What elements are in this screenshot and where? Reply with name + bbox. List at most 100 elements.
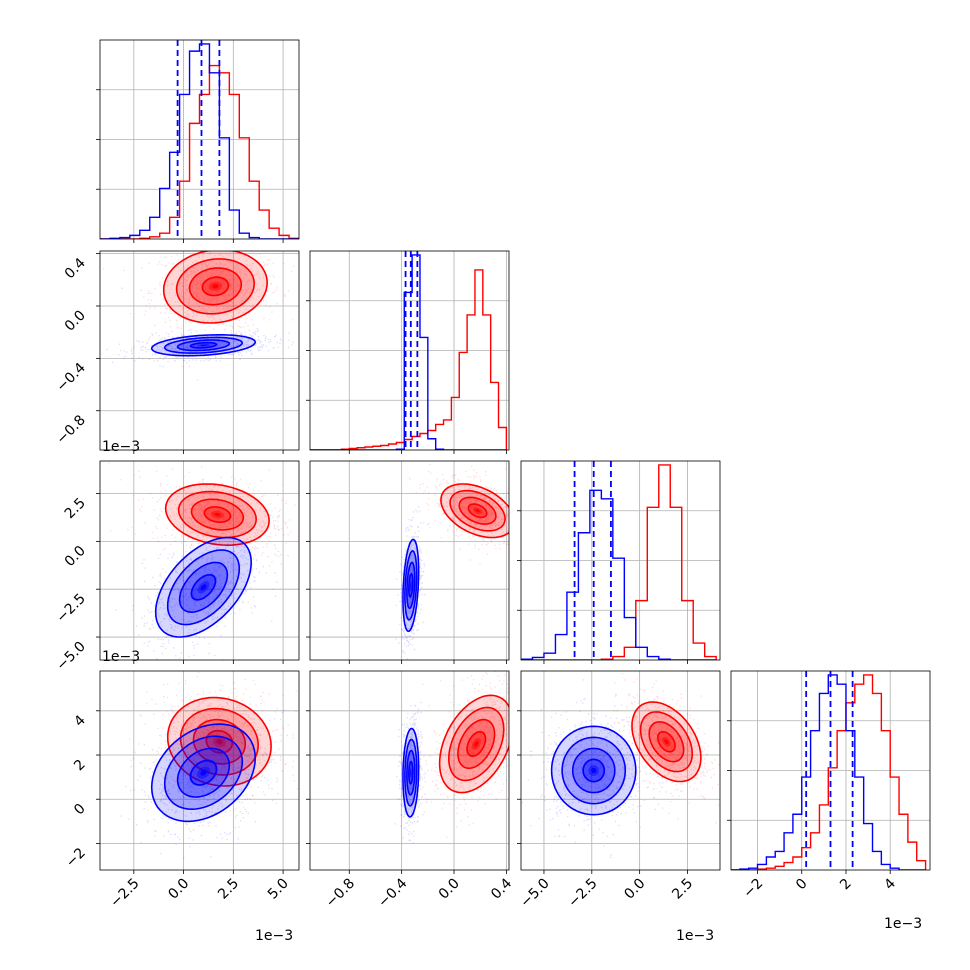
hist-blue-1 [310, 254, 507, 450]
diag-hist-group-2 [521, 461, 717, 660]
diag-panel-3 [727, 670, 931, 874]
hist-blue-3 [731, 674, 926, 870]
density-red-1-2-0 [440, 484, 509, 538]
density-peak-red-0-3 [216, 739, 223, 745]
contour-blue-0-2-2 [178, 561, 229, 614]
contour-blue-2-3-3 [582, 758, 605, 783]
hist-red-3 [731, 674, 927, 870]
pair-content-0-3 [100, 671, 299, 870]
contour-red-0-1-0 [162, 251, 269, 324]
pair-frame-0-3 [99, 670, 300, 871]
density-peak-blue-0-3 [200, 769, 207, 776]
contour-red-0-2-2 [190, 498, 245, 531]
pair-bg-0-3 [100, 671, 299, 870]
hist-red-1 [310, 269, 508, 450]
pair-content-1-3 [310, 671, 509, 870]
contour-blue-1-3-3 [407, 760, 414, 785]
contour-red-1-2-0 [440, 483, 509, 539]
pair-frame-0-2 [99, 460, 300, 661]
density-peak-red-1-2 [475, 509, 480, 513]
pair-panel-0-1 [96, 250, 300, 454]
contour-red-0-1-1 [175, 258, 256, 315]
density-peak-blue-1-3 [410, 770, 412, 776]
diag-panel-0 [96, 39, 300, 243]
diag-panel-2 [517, 460, 721, 664]
contour-blue-1-2-3 [407, 573, 414, 598]
contour-blue-0-3-1 [163, 735, 244, 811]
contour-blue-1-3-1 [404, 738, 418, 807]
pair-frame-0-1 [99, 250, 300, 451]
diag-panel-1 [306, 250, 510, 454]
hist-red-0 [100, 64, 299, 239]
contour-blue-0-2-3 [190, 574, 217, 601]
contour-red-1-3-1 [447, 706, 505, 782]
scatter-blue-0-2 [115, 485, 289, 660]
contour-red-1-2-1 [449, 489, 506, 532]
contour-blue-0-1-0 [150, 334, 257, 357]
contour-red-0-1-3 [201, 276, 230, 297]
density-peak-red-1-3 [474, 741, 479, 747]
contour-blue-0-3-2 [176, 747, 231, 798]
pair-panel-0-3 [96, 670, 300, 874]
density-peak-blue-1-2 [410, 582, 412, 589]
contour-blue-0-3-0 [150, 723, 257, 823]
pair-content-1-2 [310, 461, 509, 660]
contour-red-1-3-3 [466, 731, 487, 757]
contour-blue-1-2-2 [406, 561, 416, 610]
contour-red-1-3-2 [457, 718, 496, 770]
pair-content-0-1 [100, 251, 299, 450]
y-exponent-label-row2: 1e−3 [102, 649, 140, 665]
panels-layer: −0.8−0.40.00.41e−3−5.0−2.50.02.51e−3−202… [53, 39, 931, 944]
contour-blue-0-3-3 [189, 759, 218, 786]
x-exponent-label-col0: 1e−3 [255, 928, 293, 944]
contour-red-0-1-2 [188, 267, 243, 306]
contour-red-2-3-2 [648, 721, 685, 763]
x-exponent-label-col3: 1e−3 [884, 916, 922, 932]
hist-blue-2 [521, 489, 717, 660]
contour-blue-0-1-3 [189, 341, 218, 349]
contour-red-2-3-0 [631, 701, 702, 783]
hist-red-2 [521, 464, 717, 660]
scatter-blue-1-3 [394, 701, 427, 844]
contour-blue-2-3-0 [550, 725, 637, 816]
x-exponent-label-col2: 1e−3 [676, 928, 714, 944]
pair-content-2-3 [521, 671, 720, 870]
contour-blue-1-2-1 [404, 550, 418, 621]
contour-red-2-3-1 [639, 711, 694, 773]
contour-red-0-3-2 [192, 718, 247, 765]
pair-panel-2-3 [517, 670, 721, 874]
pair-frame-2-3 [520, 670, 721, 871]
density-peak-red-2-3 [664, 739, 669, 745]
pair-panel-1-2 [306, 460, 510, 664]
density-peak-blue-0-2 [200, 584, 207, 591]
contour-red-0-3-3 [205, 729, 234, 754]
pair-bg-2-3 [521, 671, 720, 870]
contour-blue-2-3-1 [561, 736, 627, 805]
density-peak-blue-0-1 [200, 344, 207, 346]
hist-blue-0 [100, 43, 299, 239]
contour-red-0-2-1 [177, 490, 258, 539]
pair-frame-1-2 [309, 460, 510, 661]
contour-red-2-3-3 [656, 731, 676, 753]
scatter-red-1-2 [408, 461, 509, 565]
diag-hist-group-3 [731, 671, 927, 870]
pair-bg-0-2 [100, 461, 299, 660]
contour-red-0-3-0 [166, 696, 272, 787]
contour-blue-0-2-0 [154, 536, 253, 638]
contour-blue-0-2-1 [166, 549, 241, 626]
density-peak-red-0-2 [214, 512, 221, 517]
scatter-red-0-3 [129, 671, 299, 819]
density-peak-red-0-1 [212, 284, 219, 289]
scatter-blue-0-3 [120, 696, 288, 859]
contour-red-1-2-3 [467, 503, 488, 519]
scatter-blue-2-3 [521, 679, 679, 859]
contour-red-1-3-0 [438, 694, 509, 794]
pair-panel-1-3 [306, 670, 510, 874]
contour-blue-0-1-1 [163, 336, 244, 354]
pair-content-0-2 [100, 461, 299, 660]
contour-blue-1-3-2 [406, 749, 416, 796]
scatter-blue-0-1 [106, 325, 294, 368]
density-peak-blue-2-3 [591, 767, 597, 774]
y-exponent-label-row1: 1e−3 [102, 439, 140, 455]
